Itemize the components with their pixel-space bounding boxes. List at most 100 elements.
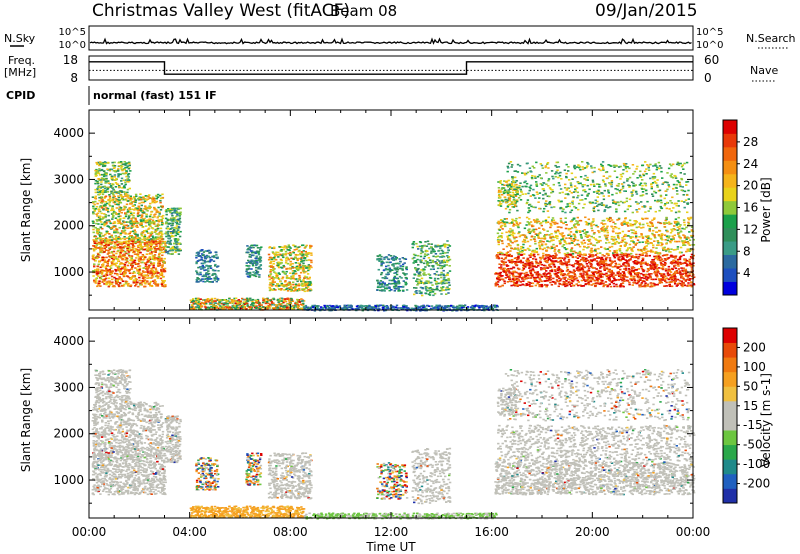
- data-cell: [376, 304, 379, 307]
- data-cell: [101, 273, 104, 275]
- data-cell: [522, 257, 525, 259]
- data-cell: [104, 162, 107, 165]
- data-cell: [425, 289, 428, 291]
- data-cell: [412, 253, 416, 256]
- data-cell: [364, 305, 367, 307]
- data-cell: [391, 256, 395, 259]
- data-cell: [154, 250, 157, 252]
- data-cell: [197, 273, 201, 276]
- data-cell: [103, 259, 106, 261]
- data-cell: [385, 268, 388, 271]
- data-cell: [676, 258, 680, 261]
- data-cell: [412, 277, 415, 279]
- data-cell: [141, 231, 145, 234]
- data-cell: [211, 301, 214, 303]
- data-cell: [418, 292, 421, 294]
- data-cell: [612, 254, 615, 256]
- data-cell: [198, 300, 201, 302]
- data-cell: [161, 279, 164, 282]
- data-cell: [218, 301, 221, 303]
- data-cell: [437, 274, 440, 276]
- data-cell: [282, 264, 285, 267]
- data-cell: [428, 294, 432, 296]
- data-cell: [259, 264, 263, 267]
- data-cell: [383, 277, 387, 280]
- data-cell: [485, 307, 488, 309]
- data-cell: [254, 275, 258, 278]
- data-cell: [273, 258, 276, 260]
- data-cell: [542, 254, 545, 257]
- data-cell: [292, 266, 295, 269]
- data-cell: [471, 304, 474, 307]
- data-cell: [133, 229, 136, 231]
- data-cell: [305, 283, 308, 286]
- data-cell: [162, 247, 166, 249]
- data-cell: [276, 283, 280, 285]
- data-cell: [248, 308, 252, 310]
- data-cell: [114, 243, 117, 245]
- data-cell: [113, 201, 117, 203]
- data-cell: [139, 283, 142, 286]
- data-cell: [300, 298, 303, 300]
- data-cell: [134, 220, 137, 223]
- data-cell: [305, 259, 308, 262]
- data-cell: [142, 279, 146, 281]
- data-cell: [161, 254, 164, 257]
- data-cell: [122, 220, 125, 222]
- data-cell: [433, 277, 437, 280]
- data-cell: [539, 267, 543, 269]
- data-cell: [386, 284, 389, 286]
- data-cell: [94, 200, 97, 203]
- cpid-label: CPID: [6, 89, 35, 102]
- data-cell: [164, 284, 167, 286]
- data-cell: [98, 237, 101, 240]
- data-cell: [611, 266, 614, 268]
- data-cell: [108, 201, 111, 203]
- data-cell: [95, 239, 98, 242]
- data-cell: [143, 242, 147, 244]
- data-cell: [241, 306, 244, 308]
- data-cell: [442, 259, 446, 262]
- data-cell: [98, 196, 101, 199]
- data-cell: [110, 239, 114, 241]
- data-cell: [298, 283, 301, 285]
- data-cell: [657, 254, 661, 257]
- data-cell: [130, 225, 134, 227]
- data-cell: [94, 207, 98, 210]
- data-cell: [384, 287, 387, 290]
- data-cell: [292, 251, 295, 254]
- data-cell: [664, 262, 667, 265]
- data-cell: [568, 275, 571, 277]
- data-cell: [590, 271, 594, 273]
- data-cell: [513, 270, 516, 273]
- data-cell: [115, 207, 118, 209]
- data-cell: [107, 214, 110, 217]
- data-cell: [207, 270, 210, 272]
- data-cell: [393, 285, 396, 288]
- data-cell: [118, 265, 121, 268]
- power-scatter: [91, 161, 696, 312]
- data-cell: [100, 162, 103, 164]
- data-cell: [431, 291, 435, 293]
- data-cell: [249, 297, 252, 300]
- data-cell: [593, 258, 597, 260]
- data-cell: [154, 268, 158, 271]
- data-cell: [405, 273, 408, 275]
- data-cell: [117, 173, 120, 175]
- data-cell: [647, 277, 650, 280]
- data-cell: [103, 187, 107, 190]
- data-cell: [172, 232, 175, 234]
- data-cell: [432, 255, 435, 258]
- data-cell: [592, 273, 595, 275]
- data-cell: [299, 303, 303, 306]
- data-cell: [307, 252, 310, 255]
- data-cell: [514, 262, 517, 265]
- data-cell: [427, 243, 430, 245]
- data-cell: [441, 281, 445, 284]
- data-cell: [101, 163, 105, 165]
- data-cell: [96, 285, 99, 288]
- data-cell: [284, 253, 287, 255]
- data-cell: [113, 262, 116, 265]
- data-cell: [124, 206, 127, 209]
- data-cell: [267, 305, 270, 307]
